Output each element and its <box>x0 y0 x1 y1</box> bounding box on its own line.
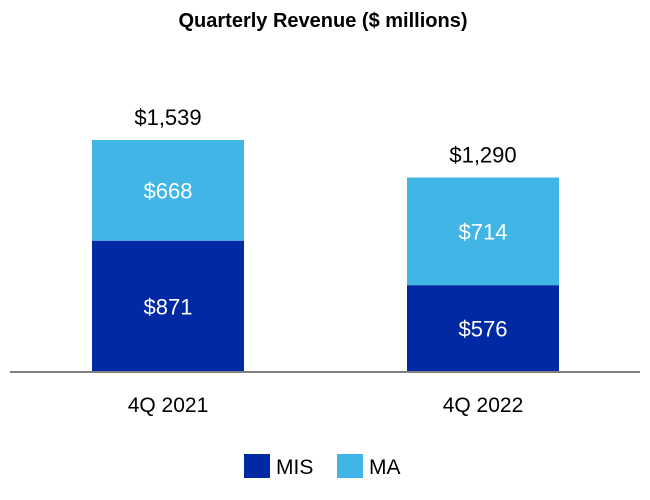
chart-title: Quarterly Revenue ($ millions) <box>179 10 468 32</box>
legend-swatch-ma <box>337 454 363 478</box>
bar-ma-0 <box>92 140 244 241</box>
x-tick-label: 4Q 2021 <box>128 394 209 417</box>
data-label: $668 <box>144 178 193 203</box>
bar-ma-1 <box>407 177 559 286</box>
total-label: $1,290 <box>449 143 516 168</box>
bar-mis-0 <box>92 240 244 372</box>
data-label: $714 <box>459 219 508 244</box>
legend-swatch-mis <box>244 454 270 478</box>
legend: MIS MA <box>244 454 401 479</box>
data-label: $576 <box>459 317 508 342</box>
data-label: $871 <box>144 294 193 319</box>
legend-label: MIS <box>276 456 313 479</box>
total-label: $1,539 <box>134 105 201 130</box>
bar-mis-1 <box>407 285 559 372</box>
legend-label: MA <box>369 456 401 479</box>
x-tick-label: 4Q 2022 <box>443 394 524 417</box>
